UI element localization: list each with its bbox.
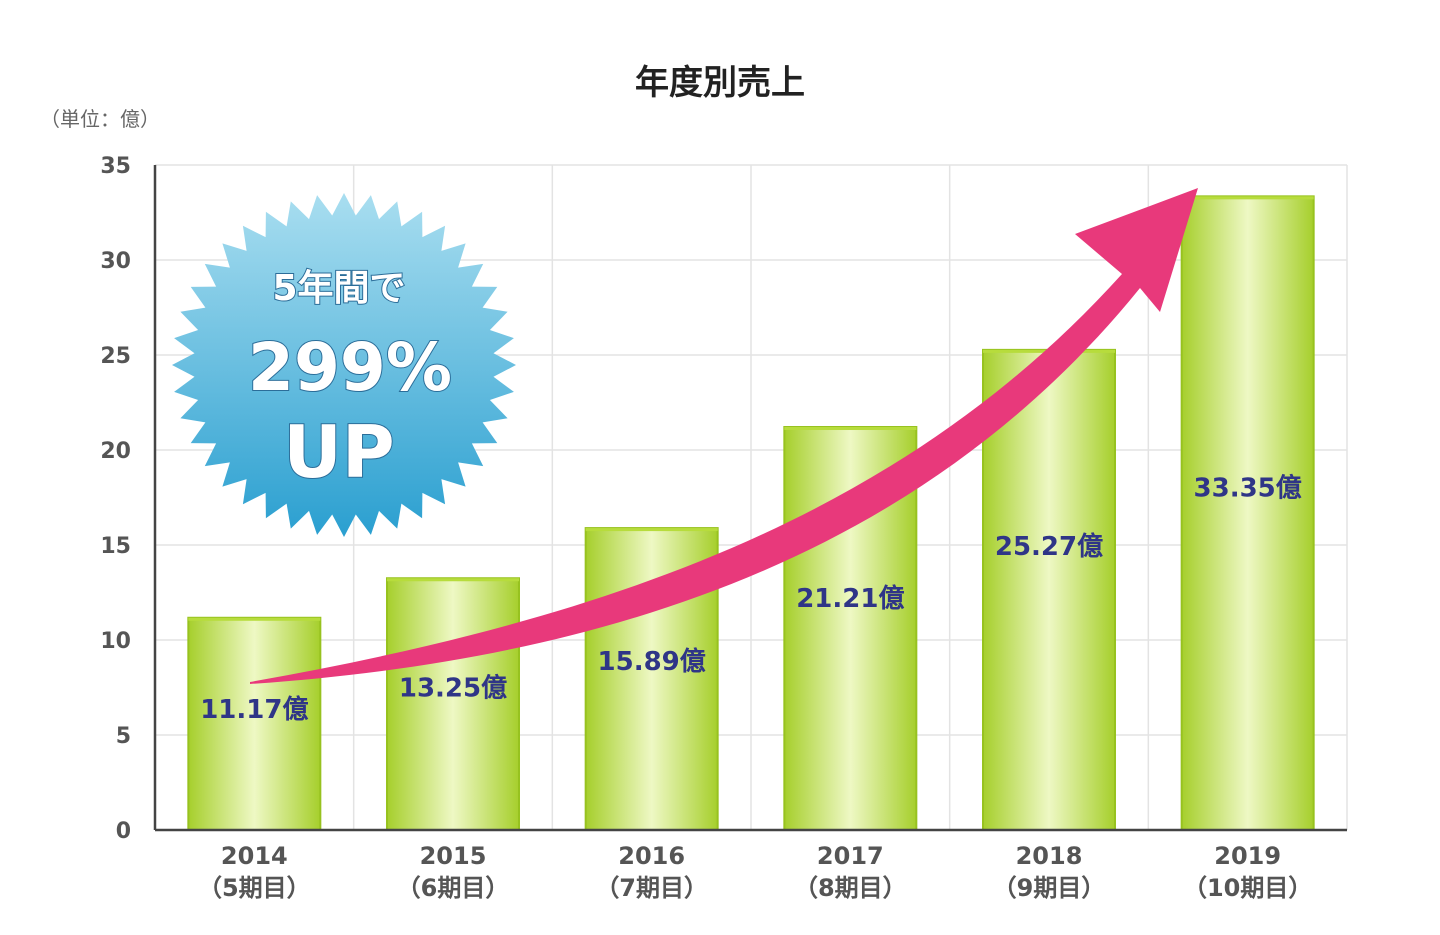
x-period-label: （5期目） (198, 874, 311, 902)
bar-top-edge (188, 617, 321, 621)
bar-top-edge (387, 578, 519, 582)
x-period-label: （8期目） (794, 874, 907, 902)
data-labels: 11.17億 13.25億 15.89億 21.21億 25.27億 33.35億 (200, 473, 1302, 724)
y-tick-label: 0 (116, 819, 131, 844)
bar-top-edge (585, 528, 718, 532)
y-tick-label: 20 (100, 439, 131, 464)
y-tick-label: 35 (100, 154, 131, 179)
x-period-label: （10期目） (1183, 874, 1312, 902)
chart-title: 年度別売上 (635, 63, 805, 103)
x-period-label: （9期目） (993, 874, 1106, 902)
data-label: 21.21億 (796, 584, 904, 614)
data-label: 11.17億 (200, 695, 308, 725)
x-tick-label: 2019 (1214, 842, 1281, 870)
badge-line2: 299% (248, 329, 452, 406)
y-tick-label: 5 (116, 724, 131, 749)
bar-2019 (1180, 195, 1315, 832)
bar-top-edge (784, 427, 917, 431)
y-tick-label: 15 (100, 534, 131, 559)
x-period-label: （6期目） (397, 874, 510, 902)
x-tick-label: 2017 (817, 842, 884, 870)
badge-line3: UP (283, 410, 394, 494)
badge-line1: 5年間で (272, 268, 405, 309)
bar-top-edge (1181, 196, 1314, 200)
data-label: 15.89億 (598, 647, 706, 677)
bar-2015 (386, 577, 520, 831)
x-period-label: （7期目） (595, 874, 708, 902)
x-tick-label: 2014 (221, 842, 288, 870)
y-tick-label: 10 (100, 629, 131, 654)
axes: 0 5 10 15 20 25 30 35 2014 （5期目） 2015 （6期目） 2016 （7期目… (100, 154, 1347, 902)
x-tick-label: 2016 (618, 842, 685, 870)
y-tick-label: 25 (100, 344, 131, 369)
data-label: 33.35億 (1194, 473, 1302, 503)
badge-starburst (172, 193, 516, 537)
y-tick-label: 30 (100, 249, 131, 274)
bar-2014 (187, 616, 322, 832)
unit-label: （単位：億） (40, 107, 160, 131)
growth-arrow (250, 188, 1198, 684)
data-label: 25.27億 (995, 532, 1103, 562)
data-label: 13.25億 (399, 673, 507, 703)
x-tick-label: 2018 (1016, 842, 1083, 870)
growth-badge: 5年間で 299% UP (172, 193, 516, 537)
x-tick-label: 2015 (420, 842, 487, 870)
